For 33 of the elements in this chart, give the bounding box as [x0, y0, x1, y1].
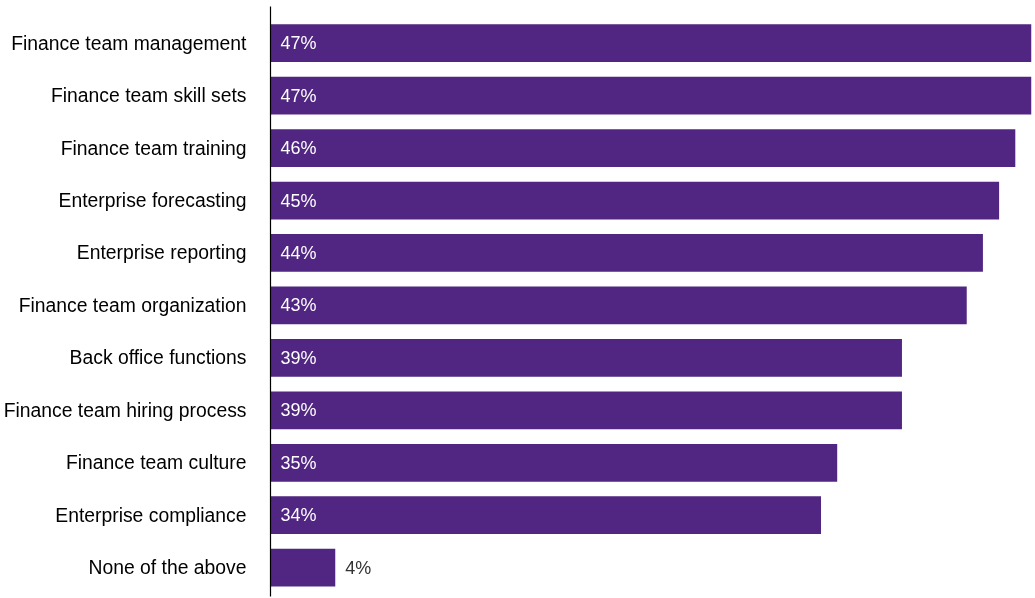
bar	[270, 24, 1032, 63]
y-tick-label: Finance team hiring process	[3, 399, 247, 421]
bar	[270, 443, 838, 482]
bar	[270, 76, 1032, 115]
y-tick-label: Finance team training	[60, 137, 247, 159]
data-label: 39%	[280, 347, 317, 368]
data-label: 4%	[345, 557, 372, 578]
data-label: 46%	[280, 138, 317, 159]
y-tick-label: Finance team culture	[66, 452, 247, 474]
data-label: 43%	[280, 295, 317, 316]
data-label: 34%	[280, 505, 317, 526]
data-label: 45%	[280, 190, 317, 211]
bar	[270, 181, 1000, 220]
y-tick-label: Finance team skill sets	[51, 85, 247, 107]
data-label: 44%	[280, 242, 317, 263]
y-tick-label: Enterprise reporting	[76, 242, 247, 264]
bar	[270, 496, 822, 535]
bar	[270, 234, 983, 272]
bar	[270, 339, 902, 377]
y-tick-label: Back office functions	[69, 347, 247, 369]
data-label: 47%	[280, 33, 317, 54]
y-tick-label: Finance team management	[11, 32, 248, 54]
data-label: 35%	[280, 452, 317, 473]
bar	[270, 286, 967, 325]
bar	[270, 129, 1016, 167]
y-tick-label: Enterprise forecasting	[58, 190, 247, 212]
data-label: 39%	[280, 400, 317, 421]
y-tick-label: Enterprise compliance	[55, 504, 247, 526]
bar	[270, 391, 902, 430]
y-tick-label: Finance team organization	[18, 294, 247, 316]
y-tick-label: None of the above	[88, 557, 247, 579]
bar	[270, 548, 336, 587]
data-label: 47%	[280, 85, 317, 106]
